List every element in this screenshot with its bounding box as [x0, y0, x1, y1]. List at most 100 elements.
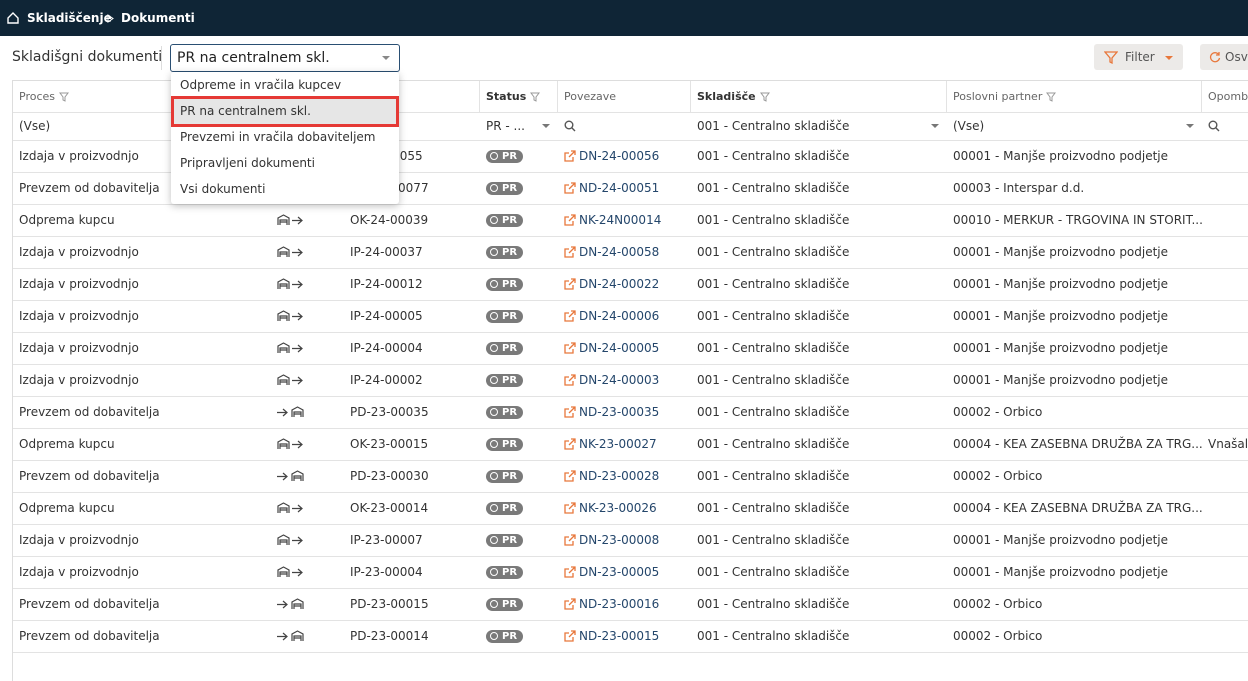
cell: ND-24-00051: [558, 172, 691, 204]
cell: 00001 - Manjše proizvodno podjetje: [947, 236, 1202, 268]
header-label[interactable]: Opomb: [1208, 90, 1248, 103]
table-row[interactable]: Prevzem od dobaviteljaPD-24-00077PRND-24…: [13, 172, 1248, 205]
cell: 00001 - Manjše proizvodno podjetje: [947, 556, 1202, 588]
table-row[interactable]: Prevzem od dobavitelja PD-23-00030 PR ND-23…: [13, 460, 1248, 493]
link[interactable]: ND-23-00028: [579, 469, 660, 483]
table-row[interactable]: Izdaja v proizvodnjo IP-24-00037 PR DN-24-0…: [13, 236, 1248, 269]
caret[interactable]: [931, 123, 939, 129]
cell: [1202, 332, 1248, 364]
cell: PR: [480, 236, 558, 268]
link[interactable]: DN-24-00005: [579, 341, 660, 355]
search-icon[interactable]: [1208, 120, 1220, 132]
warehouse: 001 - Centralno skladišče: [697, 245, 850, 259]
link[interactable]: DN-24-00006: [579, 309, 660, 323]
cell: PD-23-00030: [344, 460, 480, 492]
table-row[interactable]: Odprema kupcu OK-24-00039 PR NK-24N00014 001…: [13, 204, 1248, 237]
refresh-button[interactable]: Osv: [1200, 44, 1248, 70]
link[interactable]: DN-23-00005: [579, 565, 660, 579]
warehouse: 001 - Centralno skladišče: [697, 565, 850, 579]
column-filter: [558, 112, 691, 140]
view-select[interactable]: PR na centralnem skl.: [170, 44, 400, 72]
table-row[interactable]: Prevzem od dobavitelja PD-23-00014 PR ND-23…: [13, 620, 1248, 653]
link-icon: [564, 406, 576, 418]
filter-value[interactable]: (Vse): [953, 119, 985, 133]
link[interactable]: DN-24-00022: [579, 277, 660, 291]
breadcrumb[interactable]: Skladiščenje: [27, 11, 112, 25]
table-row[interactable]: Prevzem od dobavitelja PD-23-00035 PR ND-23…: [13, 396, 1248, 429]
link[interactable]: NK-23-00026: [579, 501, 657, 515]
filter-value[interactable]: (Vse): [19, 119, 51, 133]
header-label[interactable]: Proces: [19, 90, 55, 103]
table-row[interactable]: Odprema kupcu OK-23-00015 PR NK-23-00027 001…: [13, 428, 1248, 461]
status-badge: PR: [486, 341, 524, 355]
direction-icon: [277, 437, 303, 449]
cell: 00004 - KEA ZASEBNA DRUŽBA ZA TRG...: [947, 428, 1202, 460]
table-row[interactable]: Izdaja v proizvodnjo IP-24-00002 PR DN-24-0…: [13, 364, 1248, 397]
dropdown-option[interactable]: Pripravljeni dokumenti: [180, 156, 315, 170]
link[interactable]: DN-24-00056: [579, 149, 660, 163]
cell: 001 - Centralno skladišče: [691, 364, 947, 396]
filter-value[interactable]: 001 - Centralno skladišče: [697, 119, 850, 133]
process: Izdaja v proizvodnjo: [19, 309, 139, 323]
link[interactable]: DN-24-00058: [579, 245, 660, 259]
cell: [1202, 460, 1248, 492]
warehouse: 001 - Centralno skladišče: [697, 469, 850, 483]
status-dot: [490, 408, 498, 416]
link[interactable]: ND-23-00016: [579, 597, 660, 611]
link[interactable]: DN-24-00003: [579, 373, 660, 387]
cell: [1202, 524, 1248, 556]
cell: IP-24-00005: [344, 300, 480, 332]
table-row[interactable]: Odprema kupcu OK-23-00014 PR NK-23-00026 001…: [13, 492, 1248, 525]
filter-icon[interactable]: [530, 92, 541, 102]
link[interactable]: ND-23-00035: [579, 405, 660, 419]
dropdown-option[interactable]: PR na centralnem skl.: [171, 96, 399, 127]
status-label: PR: [502, 374, 518, 386]
warehouse: 001 - Centralno skladišče: [697, 597, 850, 611]
caret[interactable]: [1186, 123, 1194, 129]
search-icon[interactable]: [564, 120, 576, 132]
dropdown-option[interactable]: Odpreme in vračila kupcev: [180, 78, 342, 92]
cell: PR: [480, 492, 558, 524]
direction-icon: [277, 565, 303, 577]
cell: IP-24-00012: [344, 268, 480, 300]
dropdown-option[interactable]: Vsi dokumenti: [180, 182, 266, 196]
status-dot: [490, 568, 498, 576]
table-row[interactable]: Izdaja v proizvodnjo IP-24-00004 PR DN-24-0…: [13, 332, 1248, 365]
table-row[interactable]: Prevzem od dobavitelja PD-23-00015 PR ND-23…: [13, 588, 1248, 621]
link[interactable]: DN-23-00008: [579, 533, 660, 547]
link[interactable]: ND-24-00051: [579, 181, 660, 195]
breadcrumb[interactable]: Dokumenti: [121, 11, 195, 25]
cell: PR: [480, 268, 558, 300]
table-row[interactable]: Izdaja v proizvodnjoIP-24-00055PRDN-24-0…: [13, 140, 1248, 173]
cell: DN-24-00003: [558, 364, 691, 396]
link[interactable]: NK-23-00027: [579, 437, 657, 451]
filter-row: (Vse) PR - ... 001 - Centralno skladišče (V…: [13, 112, 1248, 141]
document-number: OK-23-00015: [350, 437, 429, 451]
filter-button[interactable]: Filter: [1094, 44, 1183, 70]
header-label[interactable]: Status: [486, 90, 527, 103]
header-label[interactable]: Skladišče: [697, 90, 756, 103]
cell: 001 - Centralno skladišče: [691, 556, 947, 588]
filter-icon: [1104, 51, 1118, 64]
cell: Prevzem od dobavitelja: [13, 588, 271, 620]
table-row[interactable]: Izdaja v proizvodnjo IP-24-00012 PR DN-24-0…: [13, 268, 1248, 301]
dropdown-option[interactable]: Prevzemi in vračila dobaviteljem: [180, 130, 376, 144]
cell: 001 - Centralno skladišče: [691, 204, 947, 236]
header-label[interactable]: Poslovni partner: [953, 90, 1043, 103]
cell: 001 - Centralno skladišče: [691, 620, 947, 652]
filter-icon[interactable]: [1046, 92, 1057, 102]
filter-icon[interactable]: [59, 92, 69, 102]
table-row[interactable]: Izdaja v proizvodnjo IP-23-00007 PR DN-23-0…: [13, 524, 1248, 557]
filter-icon[interactable]: [759, 92, 770, 102]
cell: [1202, 588, 1248, 620]
link-icon: [564, 150, 576, 162]
header-label[interactable]: Povezave: [564, 90, 617, 103]
caret[interactable]: [542, 123, 550, 129]
filter-value[interactable]: PR - ...: [486, 119, 525, 133]
link[interactable]: ND-23-00015: [579, 629, 660, 643]
table-row[interactable]: Izdaja v proizvodnjo IP-23-00004 PR DN-23-0…: [13, 556, 1248, 589]
home-icon[interactable]: [6, 11, 20, 25]
table-row[interactable]: Izdaja v proizvodnjo IP-24-00005 PR DN-24-0…: [13, 300, 1248, 333]
link[interactable]: NK-24N00014: [579, 213, 662, 227]
status-dot: [490, 536, 498, 544]
